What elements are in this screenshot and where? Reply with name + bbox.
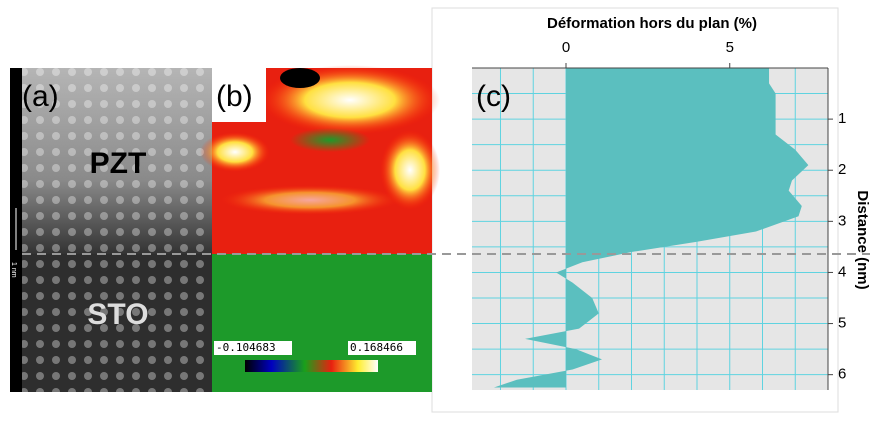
strain-low <box>280 68 320 88</box>
y-tick-label: 1 <box>838 110 846 127</box>
x-tick-label: 5 <box>726 39 734 56</box>
strain-low <box>290 128 370 152</box>
area <box>493 68 809 388</box>
label-box <box>212 68 266 122</box>
atom-columns <box>10 68 212 392</box>
strain-hotspot <box>200 132 270 172</box>
strain-hotspot <box>380 130 440 210</box>
panel-label: (c) <box>476 80 511 113</box>
y-tick-label: 4 <box>838 263 846 280</box>
layer-label: PZT <box>90 147 147 180</box>
y-tick-label: 3 <box>838 212 846 229</box>
label-box <box>348 341 416 355</box>
colorbar <box>245 360 378 372</box>
y-tick-label: 6 <box>838 366 846 383</box>
panel-label: (a) <box>22 80 59 113</box>
y-tick-label: 5 <box>838 315 846 332</box>
colorbar-min: -0.104683 <box>216 341 276 354</box>
y-axis-label: Distance (nm) <box>854 190 871 289</box>
colorbar-max: 0.168466 <box>350 341 403 354</box>
label-box <box>214 341 292 355</box>
chart-title: Déformation hors du plan (%) <box>547 15 757 32</box>
strain-hotspot <box>220 185 400 215</box>
layer-label: STO <box>87 298 148 331</box>
x-tick-label: 0 <box>562 39 570 56</box>
scale-label: 1 nm <box>10 262 17 278</box>
panel-label: (b) <box>216 80 253 113</box>
y-tick-label: 2 <box>838 161 846 178</box>
